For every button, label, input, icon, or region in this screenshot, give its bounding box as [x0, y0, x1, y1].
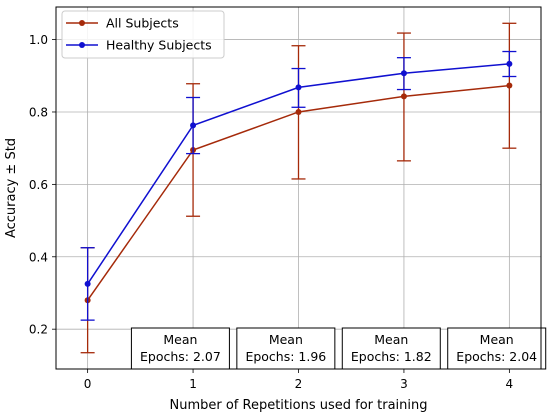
- mean-epochs-box: Mean Epochs: 1.96: [236, 327, 336, 370]
- data-point: [295, 108, 302, 115]
- x-tick-label: 4: [506, 377, 514, 391]
- annotation-line-2: Epochs: 2.07: [140, 349, 221, 364]
- annotation-frame: [236, 327, 336, 370]
- annotation-line-2: Epochs: 1.82: [351, 349, 432, 364]
- x-tick-label: 3: [400, 377, 408, 391]
- series-layer: [80, 22, 517, 354]
- x-tick-label: 0: [84, 377, 92, 391]
- legend-label: All Subjects: [106, 16, 179, 31]
- x-tick-label: 1: [189, 377, 197, 391]
- legend-entry: Healthy Subjects: [66, 38, 212, 53]
- tick-layer: 0 1 2 3 4 0.2 0.4 0.6 0.8 1.0: [29, 33, 513, 391]
- y-axis-label: Accuracy ± Std: [4, 138, 19, 238]
- annotation-layer: Mean Epochs: 2.07 Mean Epochs: 1.96 Mean Epoc…: [130, 327, 547, 370]
- data-point: [400, 93, 407, 100]
- legend-marker: [79, 20, 85, 26]
- data-point: [400, 70, 407, 77]
- mean-epochs-box: Mean Epochs: 2.04: [447, 327, 547, 370]
- annotation-line-1: Mean: [480, 332, 514, 347]
- annotation-line-2: Epochs: 2.04: [456, 349, 537, 364]
- data-point: [84, 280, 91, 287]
- data-point: [295, 84, 302, 91]
- annotation-line-1: Mean: [269, 332, 303, 347]
- y-tick-label: 0.8: [29, 105, 48, 119]
- annotation-frame: [130, 327, 230, 370]
- x-tick-label: 2: [295, 377, 303, 391]
- mean-epochs-box: Mean Epochs: 2.07: [130, 327, 230, 370]
- legend-marker: [79, 42, 85, 48]
- data-point: [506, 82, 513, 89]
- y-tick-label: 0.6: [29, 178, 48, 192]
- series-healthy-subjects: [80, 50, 517, 321]
- y-tick-label: 1.0: [29, 33, 48, 47]
- x-axis-label: Number of Repetitions used for training: [170, 398, 428, 413]
- legend-label: Healthy Subjects: [106, 38, 212, 53]
- mean-epochs-box: Mean Epochs: 1.82: [341, 327, 441, 370]
- data-point: [506, 60, 513, 67]
- annotation-frame: [341, 327, 441, 370]
- annotation-line-1: Mean: [374, 332, 408, 347]
- annotation-frame: [447, 327, 547, 370]
- annotation-line-2: Epochs: 1.96: [245, 349, 326, 364]
- annotation-line-1: Mean: [163, 332, 197, 347]
- data-point: [190, 122, 197, 129]
- legend-entry: All Subjects: [66, 16, 179, 31]
- legend-frame: [61, 10, 225, 59]
- legend: All Subjects Healthy Subjects: [61, 10, 225, 59]
- y-tick-label: 0.4: [29, 250, 48, 264]
- y-tick-label: 0.2: [29, 323, 48, 337]
